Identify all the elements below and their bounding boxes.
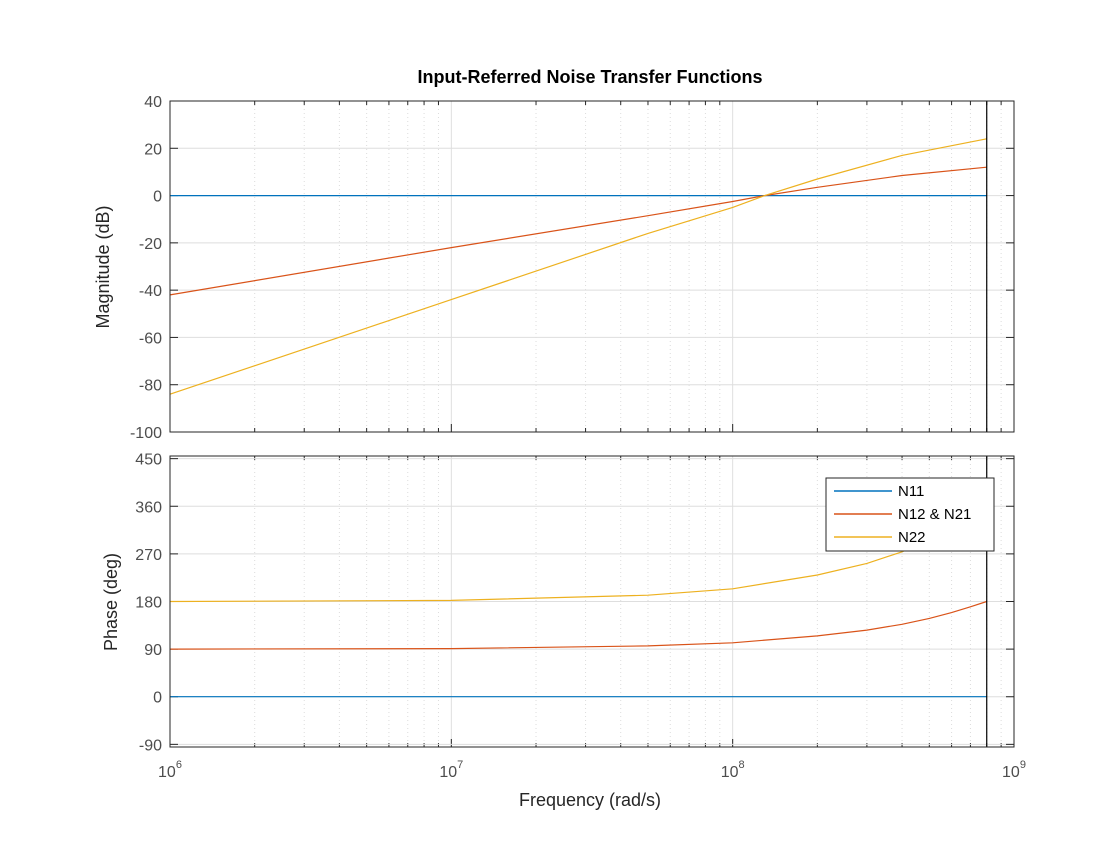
magnitude-y-tick-label: -40: [139, 283, 162, 300]
magnitude-axes-box: [169, 100, 1015, 433]
magnitude-y-axis-label: Magnitude (dB): [93, 205, 113, 328]
x-tick-label: 107: [439, 759, 463, 781]
phase-y-tick-label: 180: [135, 595, 162, 612]
magnitude-y-tick-label: -80: [139, 378, 162, 395]
magnitude-y-tick-label: 40: [144, 94, 162, 111]
legend-label-3: N22: [898, 529, 926, 546]
magnitude-y-tick-label: -20: [139, 236, 162, 253]
magnitude-series-line-3: [169, 138, 987, 395]
magnitude-y-tick-label: 20: [144, 141, 162, 158]
x-axis-label: Frequency (rad/s): [519, 790, 661, 810]
magnitude-y-tick-label: -60: [139, 330, 162, 347]
x-tick-label: 108: [721, 759, 745, 781]
magnitude-series-line-2: [169, 166, 987, 296]
phase-y-tick-label: -90: [139, 737, 162, 754]
legend-label-1: N11: [898, 483, 924, 500]
x-tick-label: 109: [1002, 759, 1026, 781]
magnitude-plot-area: [170, 101, 1014, 432]
chart-title: Input-Referred Noise Transfer Functions: [417, 67, 762, 87]
phase-y-axis-label: Phase (deg): [101, 553, 121, 651]
phase-axes-box: [169, 455, 1015, 748]
legend-label-2: N12 & N21: [898, 506, 971, 523]
phase-y-tick-label: 270: [135, 547, 162, 564]
phase-y-tick-label: 360: [135, 499, 162, 516]
phase-y-tick-label: 90: [144, 642, 162, 659]
phase-y-tick-label: 450: [135, 452, 162, 469]
x-tick-label: 106: [158, 759, 182, 781]
magnitude-y-tick-label: 0: [153, 189, 162, 206]
plot-layer: -100 -80 -60 -40 -20 0 20 40 -90 0 90 180 270 360 450 1…: [130, 94, 1026, 781]
magnitude-panel: -100 -80 -60 -40 -20 0 20 40: [130, 94, 1015, 442]
magnitude-y-tick-label: -100: [130, 425, 162, 442]
phase-y-tick-label: 0: [153, 690, 162, 707]
legend: N11 N12 & N21 N22: [825, 477, 995, 552]
phase-series-line-2: [169, 600, 987, 650]
